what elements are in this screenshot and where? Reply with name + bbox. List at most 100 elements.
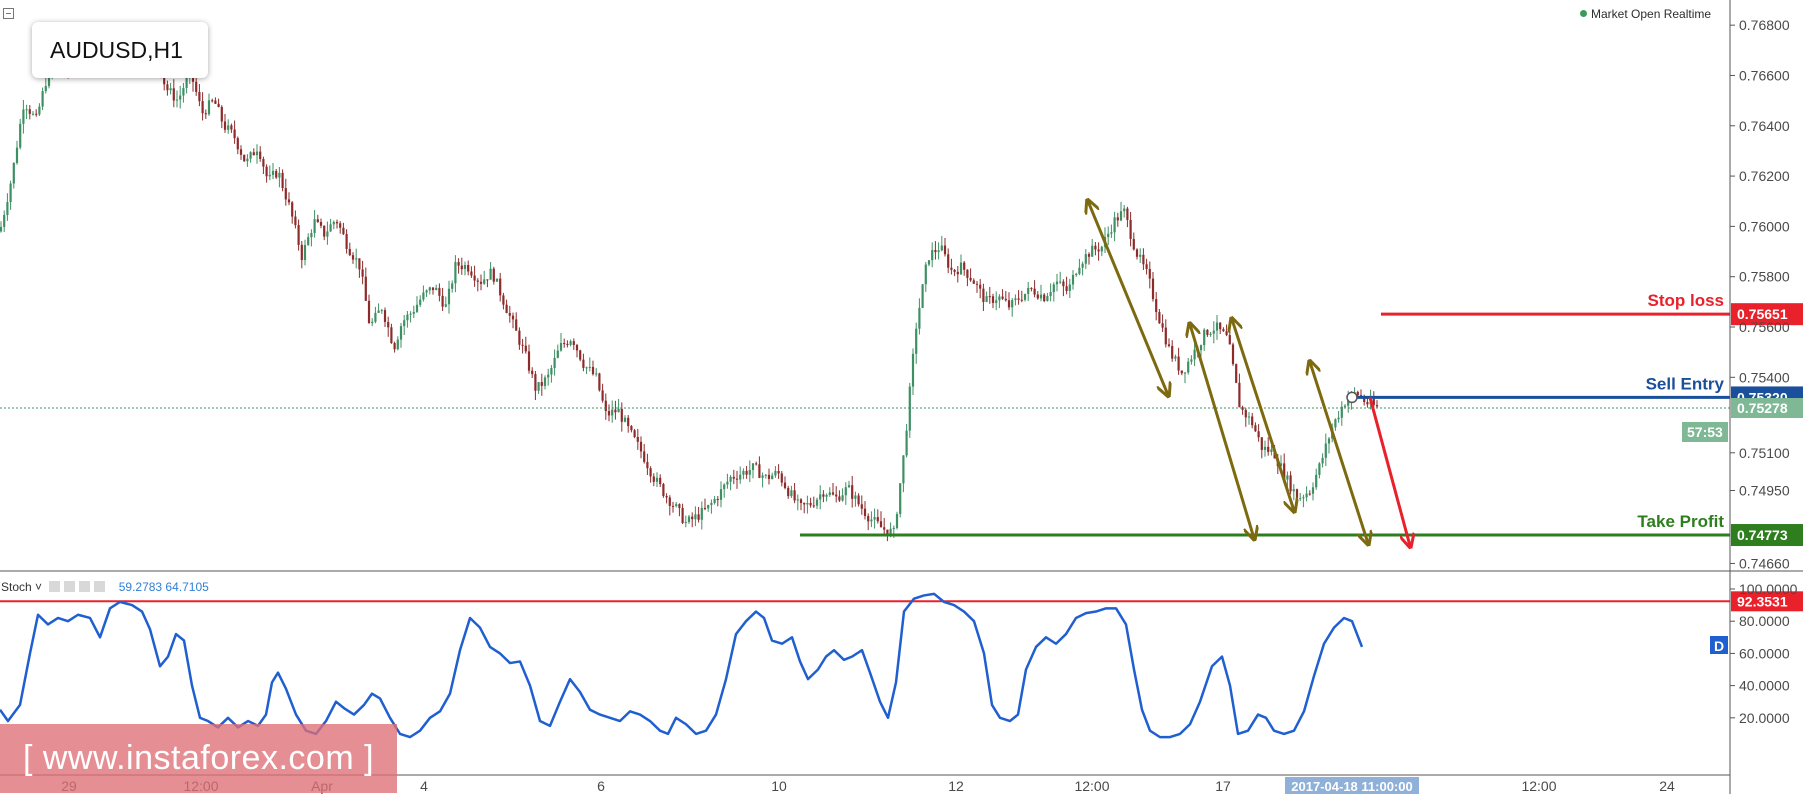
- candle-body: [780, 473, 783, 483]
- candle-body: [556, 350, 559, 358]
- candle-body: [1142, 254, 1145, 265]
- candle-body: [396, 339, 399, 350]
- candle-body: [1087, 254, 1091, 257]
- candle-body: [406, 314, 409, 321]
- candle-body: [1065, 286, 1068, 291]
- candle-body: [367, 300, 371, 324]
- candle-body: [940, 245, 943, 251]
- candle-body: [175, 99, 179, 101]
- candle-body: [707, 504, 710, 509]
- add-icon[interactable]: [79, 581, 91, 592]
- candle-body: [1199, 345, 1203, 351]
- gear-icon[interactable]: [64, 581, 76, 592]
- candle-body: [697, 514, 700, 520]
- candle-body: [998, 296, 1001, 301]
- candle-body: [35, 113, 38, 115]
- candle-body: [1231, 344, 1235, 365]
- candle-body: [217, 103, 220, 107]
- candle-body: [806, 502, 809, 505]
- candle-body: [1247, 416, 1251, 418]
- candle-body: [966, 269, 969, 278]
- stoch-marker-tag: [1710, 636, 1728, 654]
- candle-body: [764, 474, 767, 476]
- candle-body: [22, 109, 25, 124]
- candle-body: [166, 84, 169, 91]
- candle-body: [479, 281, 483, 284]
- candle-body: [809, 502, 812, 506]
- close-icon[interactable]: [94, 581, 106, 592]
- candle-body: [1033, 288, 1036, 295]
- candle-body: [419, 299, 422, 305]
- current-price-value: 0.75278: [1737, 400, 1788, 416]
- candle-body: [1305, 493, 1308, 498]
- candle-body: [1113, 217, 1116, 233]
- candle-body: [876, 517, 879, 522]
- stoch-k-line: [0, 592, 1364, 739]
- candle-body: [1017, 298, 1020, 300]
- candle-body: [230, 125, 233, 130]
- candle-body: [774, 470, 777, 476]
- candle-body: [755, 463, 758, 465]
- candle-body: [521, 344, 524, 346]
- candle-body: [415, 304, 419, 312]
- candle-body: [931, 249, 934, 261]
- y-tick-label: 0.76000: [1739, 218, 1790, 234]
- y-tick-label: 0.74950: [1739, 483, 1790, 499]
- candle-body: [614, 409, 617, 413]
- candle-body: [41, 91, 44, 107]
- candle-body: [739, 474, 742, 480]
- level-price-value: 0.75651: [1737, 306, 1788, 322]
- level-price-tag: [1731, 524, 1803, 547]
- pane-menu-icon[interactable]: [3, 8, 14, 19]
- candle-body: [422, 292, 425, 300]
- market-status: Market Open Realtime: [1580, 7, 1711, 21]
- candle-body: [639, 441, 643, 452]
- candle-body: [1187, 361, 1190, 373]
- candle-body: [441, 295, 444, 307]
- stoch-legend: Stoch ˅ 59.2783 64.7105: [1, 580, 209, 594]
- candle-body: [553, 357, 556, 369]
- candle-body: [1334, 419, 1337, 428]
- candle-body: [1071, 274, 1075, 285]
- candle-body: [771, 475, 774, 480]
- candle-body: [825, 494, 828, 497]
- candle-body: [239, 149, 243, 155]
- candle-body: [361, 269, 364, 277]
- candle-body: [1286, 475, 1289, 480]
- candle-body: [201, 101, 204, 114]
- candle-body: [758, 464, 761, 478]
- countdown-tag: [1682, 422, 1728, 443]
- candle-body: [815, 499, 819, 506]
- candle-body: [358, 258, 361, 270]
- candle-body: [1132, 238, 1135, 250]
- candle-body: [710, 502, 713, 505]
- y-tick-label: 0.76800: [1739, 17, 1790, 33]
- candle-body: [1263, 446, 1267, 450]
- candle-body: [633, 430, 636, 437]
- candle-body: [899, 483, 902, 514]
- candle-body: [1267, 446, 1270, 452]
- trend-arrow: [1310, 362, 1368, 543]
- stoch-y-tick-label: 80.0000: [1739, 613, 1790, 629]
- candle-body: [873, 517, 876, 520]
- candle-body: [1075, 273, 1078, 275]
- candle-body: [835, 494, 838, 497]
- candle-body: [860, 504, 863, 509]
- candle-body: [1327, 438, 1331, 444]
- candle-body: [1123, 208, 1126, 212]
- candle-body: [643, 451, 646, 462]
- stoch-pane: [0, 592, 1730, 739]
- y-tick-label: 0.75100: [1739, 445, 1790, 461]
- candle-body: [796, 499, 799, 501]
- candle-body: [911, 353, 915, 387]
- candle-body: [1174, 356, 1177, 359]
- settings-icon[interactable]: [49, 581, 61, 592]
- candle-body: [1203, 329, 1206, 346]
- candle-body: [803, 502, 806, 505]
- candle-body: [566, 343, 569, 345]
- candle-body: [844, 487, 847, 496]
- candle-body: [985, 296, 988, 302]
- candle-body: [323, 225, 326, 237]
